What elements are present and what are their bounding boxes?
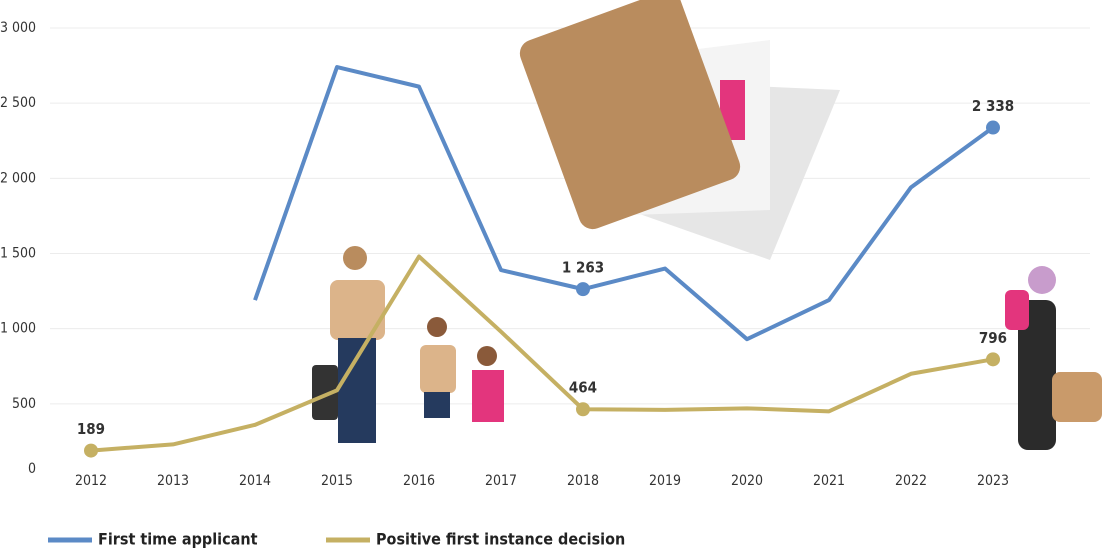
illustration-family [312, 246, 1102, 450]
y-tick-label: 2 000 [0, 170, 36, 186]
legend-label: Positive first instance decision [376, 530, 625, 549]
value-label: 464 [569, 379, 597, 397]
illustration-documents [519, 0, 840, 260]
x-tick-label: 2020 [731, 473, 763, 489]
series-line [253, 65, 995, 342]
x-tick-label: 2023 [977, 473, 1009, 489]
value-label: 189 [77, 420, 105, 438]
legend: First time applicant Positive first inst… [48, 530, 625, 549]
x-tick-label: 2019 [649, 473, 681, 489]
x-tick-label: 2012 [75, 473, 107, 489]
x-tick-label: 2013 [157, 473, 189, 489]
x-tick-label: 2018 [567, 473, 599, 489]
legend-label: First time applicant [98, 530, 258, 549]
x-tick-label: 2021 [813, 473, 845, 489]
y-tick-label: 500 [12, 396, 36, 412]
data-point [576, 282, 590, 297]
y-tick-label: 2 500 [0, 95, 36, 111]
y-tick-label: 1 500 [0, 246, 36, 262]
value-label: 1 263 [562, 259, 604, 277]
value-label: 796 [979, 329, 1007, 347]
x-tick-label: 2016 [403, 473, 435, 489]
series-line [90, 254, 994, 453]
data-point [576, 402, 590, 417]
y-tick-label: 0 [28, 461, 36, 477]
x-tick-label: 2015 [321, 473, 353, 489]
x-tick-label: 2017 [485, 473, 517, 489]
y-tick-label: 3 000 [0, 20, 36, 36]
x-tick-label: 2014 [239, 473, 271, 489]
data-point [986, 120, 1000, 135]
data-point [84, 443, 98, 458]
value-label: 2 338 [972, 97, 1014, 115]
y-tick-label: 1 000 [0, 321, 36, 337]
data-point [986, 352, 1000, 367]
x-tick-label: 2022 [895, 473, 927, 489]
